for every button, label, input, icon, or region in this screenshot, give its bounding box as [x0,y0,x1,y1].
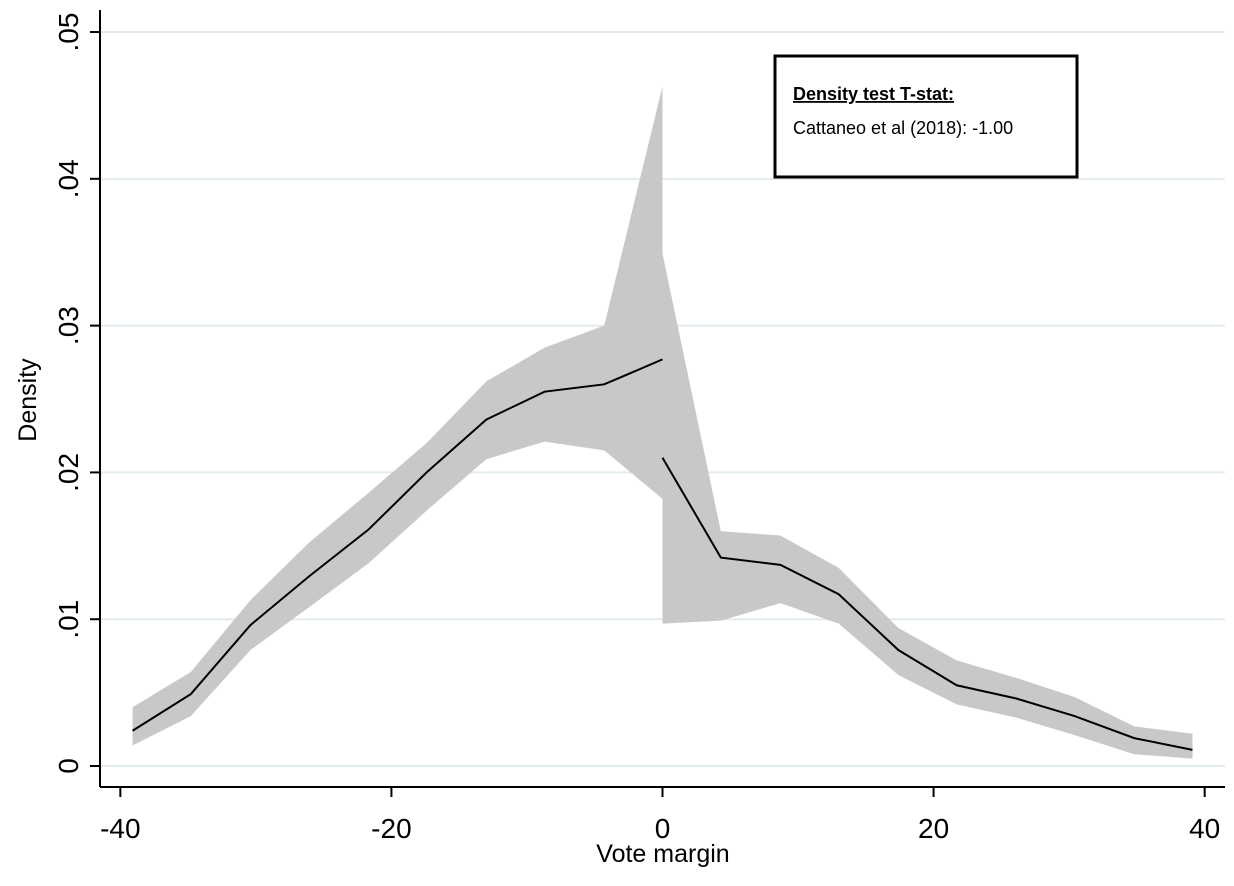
x-axis-label: Vote margin [596,840,729,868]
y-tick-label: 0 [53,758,84,774]
annotation-text: Cattaneo et al (2018): -1.00 [793,118,1013,138]
plot: 0 .01 .02 .03 .04 .05 -40 -20 0 20 40 [53,10,1225,844]
x-tick-label: 40 [1189,813,1220,844]
density-line [661,457,1193,751]
y-tick-label: .05 [53,13,84,52]
y-tick-label: .01 [53,600,84,639]
x-tick-label: 0 [655,813,671,844]
x-tick-label: -40 [100,813,140,844]
confidence-band [662,253,1193,759]
annotation-box [773,54,1079,179]
annotation-title: Density test T-stat: [793,84,954,104]
x-tick-label: -20 [371,813,411,844]
y-tick-label: .03 [53,306,84,345]
y-tick-label: .04 [53,159,84,198]
y-axis-label: Density [14,358,42,442]
x-tick-label: 20 [918,813,949,844]
confidence-band [132,86,663,746]
density-line [131,358,663,732]
y-tick-label: .02 [53,453,84,492]
